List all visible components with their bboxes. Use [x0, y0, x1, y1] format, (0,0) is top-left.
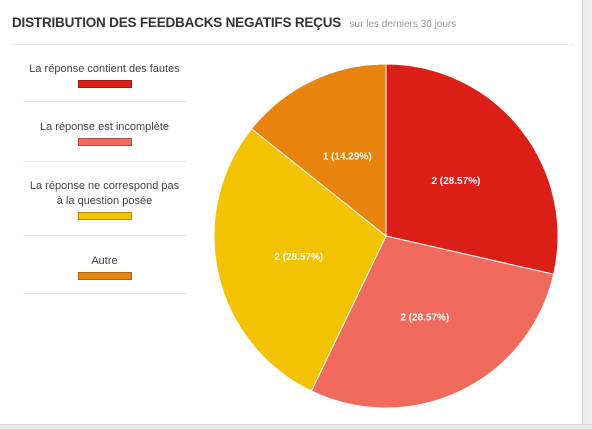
legend-swatch: [77, 272, 132, 280]
legend-label: La réponse contient des fautes: [29, 63, 180, 75]
legend-item-fautes[interactable]: La réponse contient des fautes: [23, 44, 186, 102]
legend-item-autre[interactable]: Autre: [23, 236, 186, 294]
slice-ne-correspond-pas[interactable]: [213, 128, 387, 392]
legend-item-ne-correspond-pas[interactable]: La réponse ne correspond pas à la questi…: [23, 162, 186, 236]
slice-data-label: 2 (28.57%): [400, 313, 449, 324]
slice-data-label: 2 (28.57%): [431, 176, 480, 187]
window-frame-right: [582, 0, 592, 429]
legend-label: Autre: [91, 255, 118, 267]
header-divider: [12, 44, 574, 45]
chart-title: DISTRIBUTION DES FEEDBACKS NEGATIFS REÇU…: [12, 15, 342, 30]
legend-swatch: [77, 212, 132, 220]
slice-fautes[interactable]: [385, 63, 559, 275]
legend-swatch: [77, 80, 132, 88]
legend-label: La réponse ne correspond pas à la questi…: [29, 180, 180, 207]
chart-legend: La réponse contient des fautes La répons…: [23, 44, 186, 294]
chart-header: DISTRIBUTION DES FEEDBACKS NEGATIFS REÇU…: [12, 14, 574, 32]
window-frame-bottom: [0, 424, 592, 429]
legend-swatch: [77, 138, 132, 146]
slice-incomplete[interactable]: [310, 235, 555, 409]
legend-label: La réponse est incomplète: [39, 121, 170, 133]
slice-data-label: 1 (14.29%): [323, 151, 372, 162]
slice-autre[interactable]: [250, 63, 387, 238]
chart-subtitle: sur les derniers 30 jours: [349, 19, 457, 30]
legend-item-incomplete[interactable]: La réponse est incomplète: [23, 102, 186, 162]
slice-data-label: 2 (28.57%): [274, 252, 323, 263]
